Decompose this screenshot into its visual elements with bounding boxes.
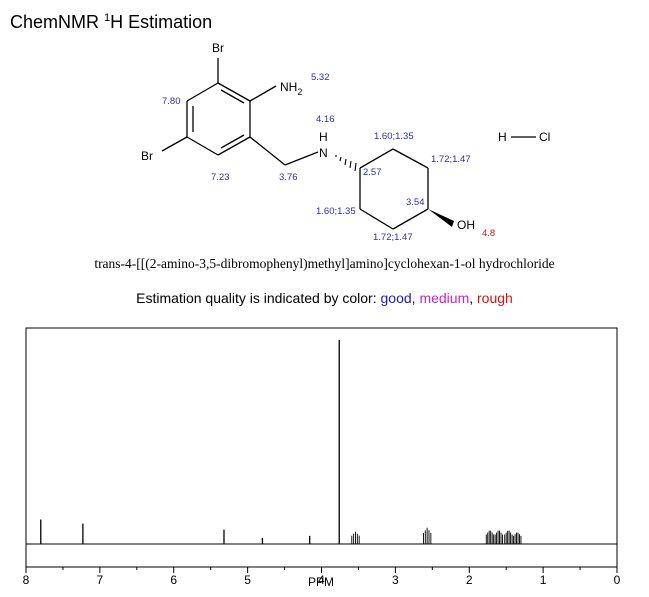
plot-frame [25,327,618,568]
page-title: ChemNMR 1H Estimation [10,12,212,33]
shift-c1: 2.57 [363,167,382,178]
bond [392,208,429,230]
shift-ar-h-top: 7.80 [162,96,181,107]
x-tick-label: 2 [466,573,473,587]
x-tick-label: 5 [244,573,251,587]
bond [186,82,219,102]
atom-hcl-h: H [498,130,507,144]
x-tick-label: 0 [614,573,621,587]
double-bond [220,89,245,104]
title-superscript: 1 [104,12,111,24]
atom-br-left: Br [141,149,153,163]
atom-nh2: NH2 [280,80,302,97]
bond-ch2 [249,136,286,166]
shift-c2-bottom: 1.60;1.35 [316,206,356,217]
nmr-spectrum-chart: 8 7 6 5 4 3 2 1 0 PPM [23,327,621,589]
shift-ch2: 3.76 [279,172,298,183]
atom-nh-n: N [319,146,328,160]
shift-nh2: 5.32 [311,72,330,83]
bond-ch2-n [284,151,319,166]
bond [217,82,251,102]
quality-legend: Estimation quality is indicated by color… [0,290,649,306]
title-suffix: H Estimation [110,12,213,32]
shift-c2-top: 1.60;1.35 [374,131,414,142]
x-tick-label: 8 [23,573,30,587]
legend-medium: medium [419,290,470,306]
hashed-wedge [335,155,357,172]
bond [392,148,429,169]
x-tick-label: 1 [540,573,547,587]
x-axis-ticks: 8 7 6 5 4 3 2 1 0 [23,567,621,587]
bond [217,136,251,156]
bond [359,148,394,169]
solid-wedge [428,209,454,227]
x-tick-label: 6 [170,573,177,587]
compound-name: trans-4-[[(2-amino-3,5-dibromophenyl)met… [94,256,555,271]
legend-good: good [380,290,412,306]
shift-ar-h-bottom: 7.23 [211,172,230,183]
atom-br-top: Br [212,41,224,55]
legend-rough: rough [477,290,513,306]
x-tick-label: 7 [97,573,104,587]
bond [186,136,219,156]
title-prefix: ChemNMR [10,12,105,32]
atom-oh: OH [457,218,475,232]
x-tick-label: 4 [318,573,325,587]
shift-c3-top: 1.72;1.47 [431,154,471,165]
spectrum-peaks [26,340,617,545]
legend-separator: , [411,290,420,306]
molecule-structure: Br Br NH2 N H OH H Cl 5.32 7.80 7.23 3.7… [141,41,550,243]
legend-prefix: Estimation quality is indicated by color… [136,290,381,306]
shift-c3-bottom: 1.72;1.47 [373,232,413,243]
shift-c4: 3.54 [406,197,425,208]
double-bond [220,134,245,149]
x-tick-label: 3 [392,573,399,587]
legend-separator: , [469,290,478,306]
shift-nh: 4.16 [316,114,335,125]
x-axis-label: PPM [308,575,334,589]
atom-nh-h: H [319,130,328,144]
bond-br-left [161,136,188,152]
atom-hcl-cl: Cl [539,130,550,144]
bond-nh2 [249,85,277,102]
bond [359,208,394,230]
shift-oh: 4.8 [482,228,495,239]
